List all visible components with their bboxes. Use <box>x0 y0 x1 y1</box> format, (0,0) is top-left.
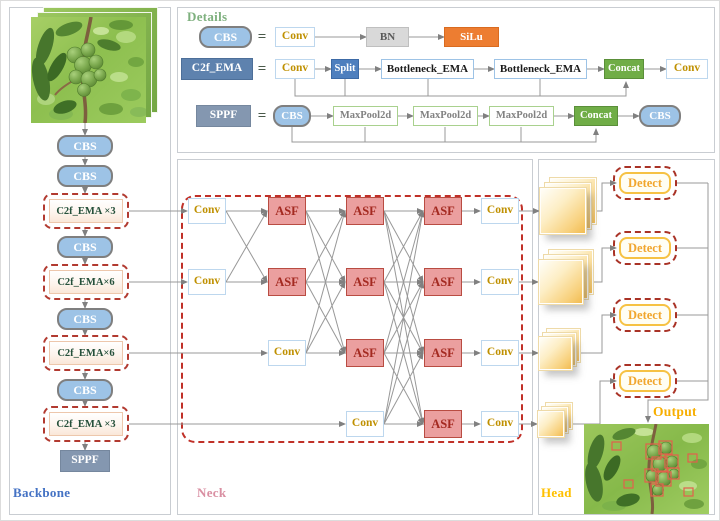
maxpool-block: MaxPool2d <box>413 106 478 126</box>
neck-asf-block: ASF <box>346 339 384 367</box>
backbone-c2f-ema-block: C2f_EMA ×3 <box>43 406 129 442</box>
equals-sign: = <box>257 107 267 124</box>
neck-dashed-region <box>181 195 523 443</box>
feature-map-stack <box>538 336 573 371</box>
neck-asf-block: ASF <box>268 268 306 296</box>
equals-sign: = <box>257 28 267 45</box>
feature-map-stack <box>539 187 587 235</box>
neck-asf-block: ASF <box>424 410 462 438</box>
backbone-c2f-ema-label: C2f_EMA×6 <box>49 341 123 365</box>
legend-sppf-block: SPPF <box>196 105 251 127</box>
detect-label: Detect <box>619 304 671 326</box>
neck-conv-block: Conv <box>188 269 226 295</box>
neck-asf-block: ASF <box>424 197 462 225</box>
neck-conv-block: Conv <box>188 198 226 224</box>
backbone-sppf-block: SPPF <box>60 450 110 472</box>
neck-conv-block: Conv <box>481 198 519 224</box>
bottleneck-ema-block: Bottleneck_EMA <box>494 59 587 79</box>
backbone-c2f-ema-label: C2f_EMA ×3 <box>49 199 123 223</box>
equals-sign: = <box>257 60 267 77</box>
concat-block: Concat <box>574 106 618 126</box>
feature-map-stack <box>538 259 584 305</box>
backbone-c2f-ema-block: C2f_EMA×6 <box>43 264 129 300</box>
backbone-cbs-block: CBS <box>57 236 113 258</box>
backbone-cbs-block: CBS <box>57 165 113 187</box>
backbone-c2f-ema-label: C2f_EMA ×3 <box>49 412 123 436</box>
detect-block: Detect <box>613 298 677 332</box>
detect-block: Detect <box>613 231 677 265</box>
backbone-cbs-block: CBS <box>57 379 113 401</box>
conv-block: Conv <box>275 59 315 79</box>
backbone-cbs-block: CBS <box>57 135 113 157</box>
neck-conv-block: Conv <box>268 340 306 366</box>
detect-label: Detect <box>619 237 671 259</box>
input-image <box>31 17 146 123</box>
conv-block: Conv <box>275 27 315 47</box>
legend-c2f-ema-block: C2f_EMA <box>181 58 253 80</box>
cbs-block: CBS <box>639 105 681 127</box>
neck-asf-block: ASF <box>346 197 384 225</box>
cbs-block: CBS <box>273 105 311 127</box>
concat-block: Concat <box>604 59 644 79</box>
split-block: Split <box>331 59 359 79</box>
neck-asf-block: ASF <box>424 268 462 296</box>
neck-conv-block: Conv <box>481 411 519 437</box>
details-title: Details <box>187 9 228 24</box>
backbone-title: Backbone <box>13 485 71 500</box>
detect-label: Detect <box>619 172 671 194</box>
neck-conv-block: Conv <box>346 411 384 437</box>
output-label: Output <box>653 404 697 419</box>
neck-asf-block: ASF <box>424 339 462 367</box>
backbone-c2f-ema-label: C2f_EMA×6 <box>49 270 123 294</box>
detect-block: Detect <box>613 364 677 398</box>
detect-block: Detect <box>613 166 677 200</box>
maxpool-block: MaxPool2d <box>333 106 398 126</box>
bottleneck-ema-block: Bottleneck_EMA <box>381 59 474 79</box>
head-title: Head <box>541 485 572 500</box>
backbone-c2f-ema-block: C2f_EMA ×3 <box>43 193 129 229</box>
bn-block: BN <box>366 27 409 47</box>
neck-asf-block: ASF <box>346 268 384 296</box>
neck-conv-block: Conv <box>481 340 519 366</box>
backbone-cbs-block: CBS <box>57 308 113 330</box>
silu-block: SiLu <box>444 27 499 47</box>
backbone-c2f-ema-block: C2f_EMA×6 <box>43 335 129 371</box>
neck-asf-block: ASF <box>268 197 306 225</box>
neck-title: Neck <box>197 485 227 500</box>
output-image <box>584 424 709 514</box>
feature-map-stack <box>537 410 565 438</box>
detect-label: Detect <box>619 370 671 392</box>
legend-cbs-block: CBS <box>199 26 252 48</box>
maxpool-block: MaxPool2d <box>489 106 554 126</box>
conv-block: Conv <box>666 59 708 79</box>
neck-conv-block: Conv <box>481 269 519 295</box>
